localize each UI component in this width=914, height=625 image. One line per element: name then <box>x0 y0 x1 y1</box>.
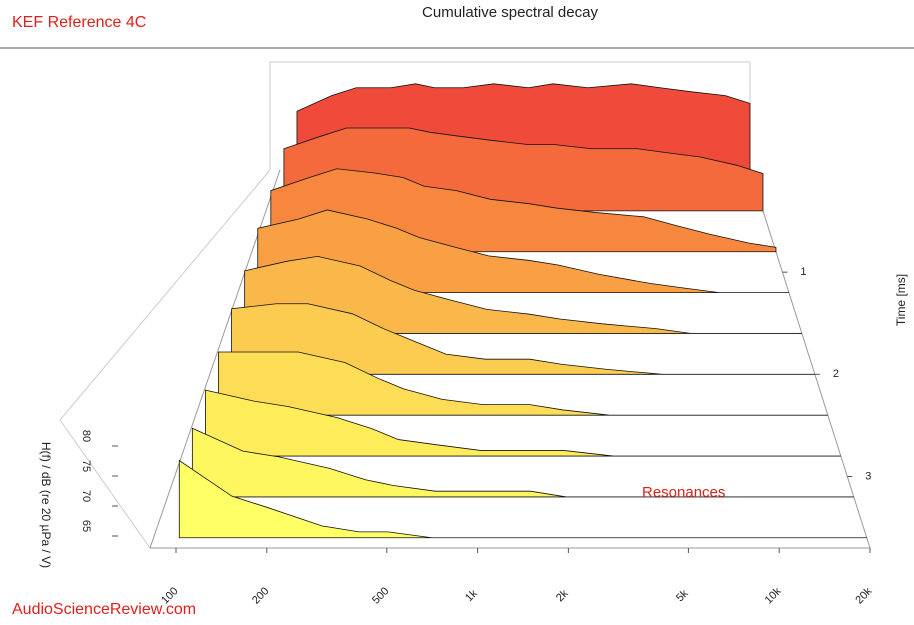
annotation: Resonances <box>642 484 725 501</box>
t-tick-label: 2 <box>833 368 839 380</box>
t-tick-label: 1 <box>800 266 806 278</box>
brand: KEF Reference 4C <box>12 14 146 31</box>
x-tick-label: 1k <box>463 587 480 604</box>
x-tick-label: 20k <box>853 585 874 606</box>
decay-slice <box>178 459 867 539</box>
decay-slice <box>244 255 802 334</box>
x-tick-label: 200 <box>250 585 271 606</box>
y-tick-label: 80 <box>80 430 92 442</box>
floor-edge <box>749 169 871 549</box>
x-tick-label: 500 <box>370 585 391 606</box>
wall-edge <box>59 419 151 549</box>
watermark: AudioScienceReview.com <box>12 601 196 618</box>
x-tick-label: 2k <box>554 587 571 604</box>
decay-slice <box>218 351 828 416</box>
y-tick-label: 70 <box>80 490 92 502</box>
decay-slice <box>205 389 841 457</box>
y-axis-label: H(f) / dB (re 20 µPa / V) <box>39 442 53 568</box>
wall-edge <box>59 169 271 421</box>
decay-slice <box>191 427 854 498</box>
x-tick-label: 5k <box>674 587 691 604</box>
y-tick-label: 65 <box>80 520 92 532</box>
decay-slice <box>231 303 815 375</box>
x-tick-label: 10k <box>763 585 784 606</box>
t-tick-label: 3 <box>865 470 871 482</box>
chart-title: Cumulative spectral decay <box>422 4 598 21</box>
decay-slice <box>257 209 789 293</box>
y-tick-label: 75 <box>80 460 92 472</box>
t-axis-label: Time [ms] <box>894 274 908 326</box>
